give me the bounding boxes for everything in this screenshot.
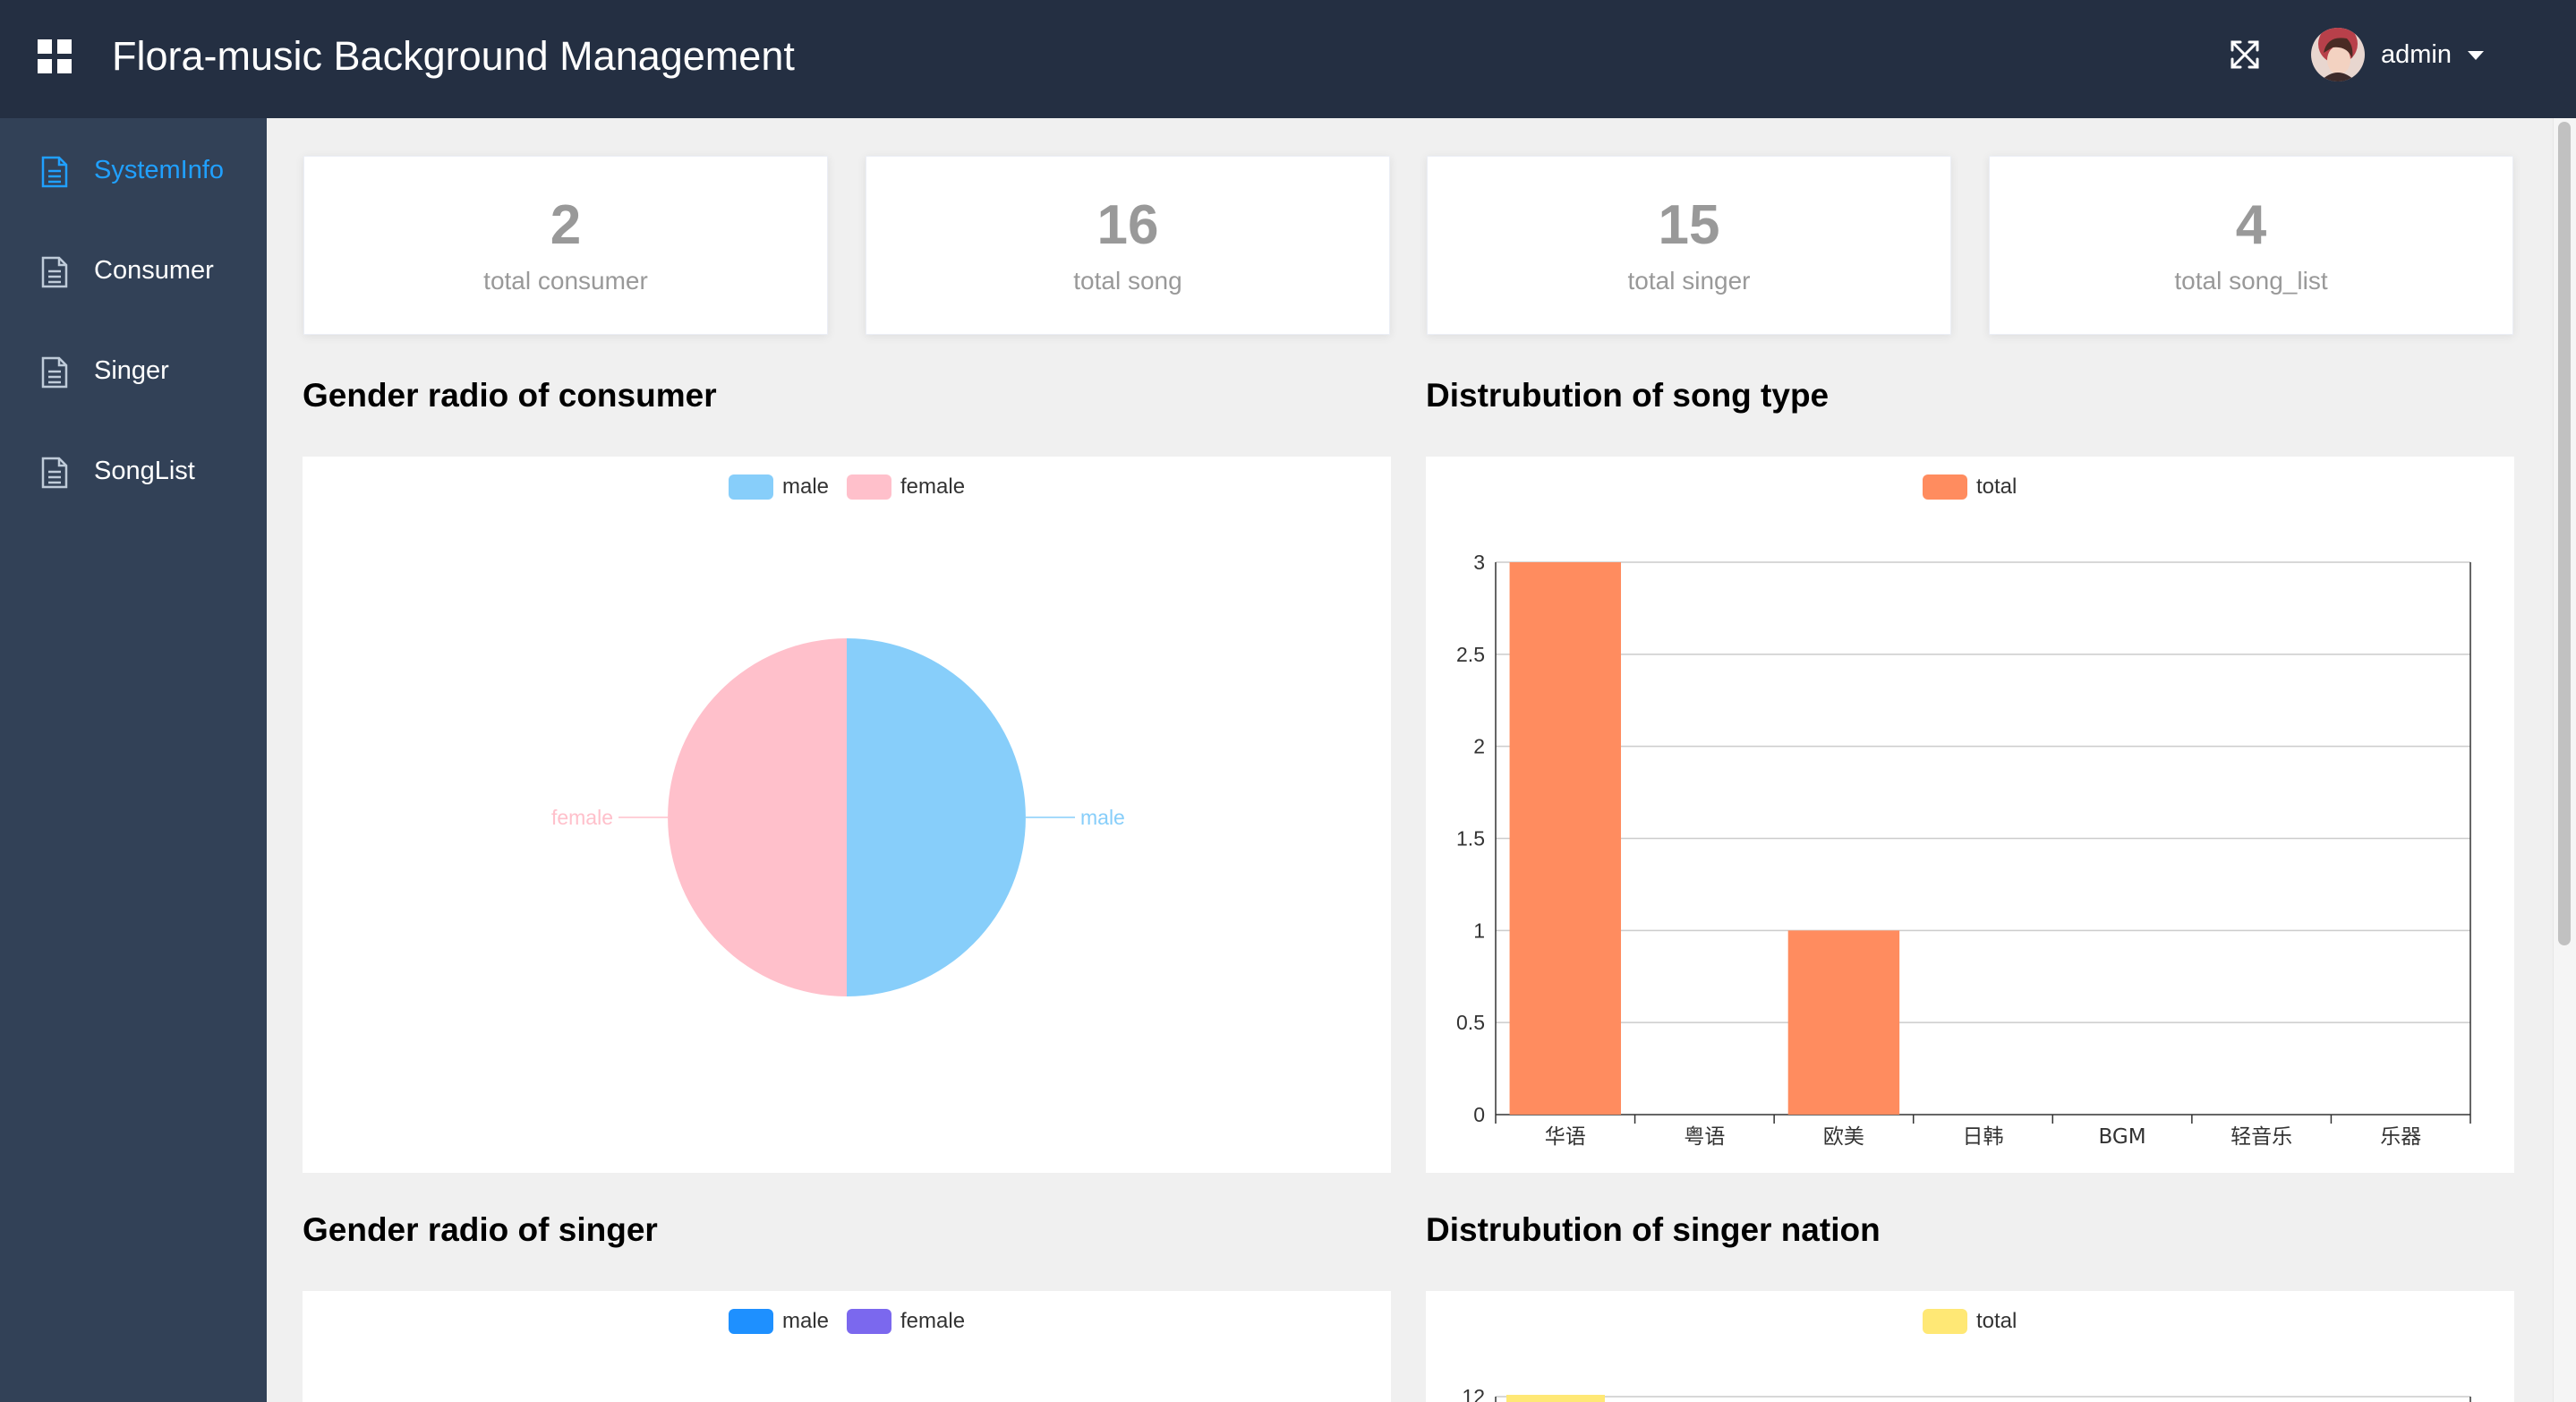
pie-slice-male: [847, 638, 1026, 996]
legend-label: total: [1976, 474, 2017, 499]
sidebar-item-songlist[interactable]: SongList: [0, 419, 267, 519]
document-icon: [41, 356, 68, 389]
x-tick-label: 日韩: [1963, 1125, 2004, 1149]
sidebar-item-label: SongList: [94, 457, 195, 485]
song-type-chart: total 0 0.5 1 1.5 2 2.5 3 华语 粤语 欧美 日韩 BGM 轻音乐 乐器: [1426, 457, 2514, 1173]
x-tick-label: BGM: [2099, 1125, 2146, 1149]
stat-card-song: 16 total song: [866, 156, 1390, 335]
top-header: Flora-music Background Management admin: [0, 0, 2576, 118]
stat-label: total song: [1073, 267, 1182, 295]
legend-swatch: [847, 1309, 891, 1334]
sidebar-item-singer[interactable]: Singer: [0, 319, 267, 419]
stat-card-consumer: 2 total consumer: [303, 156, 828, 335]
y-tick-label: 1: [1473, 919, 1485, 942]
legend-label: female: [900, 1309, 966, 1333]
document-icon: [41, 457, 68, 489]
stat-value: 15: [1658, 194, 1720, 256]
bar-0: [1506, 1395, 1605, 1402]
chevron-down-icon[interactable]: [2468, 51, 2484, 60]
sidebar: SystemInfo Consumer Singer SongList: [0, 118, 267, 1402]
stat-label: total consumer: [483, 267, 648, 295]
sidebar-item-consumer[interactable]: Consumer: [0, 218, 267, 319]
user-name[interactable]: admin: [2381, 40, 2452, 69]
legend-swatch: [729, 1309, 773, 1334]
legend-swatch: [1923, 1309, 1967, 1334]
consumer-gender-chart: male female male female: [303, 457, 1391, 1173]
singer-gender-title: Gender radio of singer: [303, 1211, 658, 1248]
legend-swatch: [729, 474, 773, 500]
x-tick-label: 轻音乐: [2231, 1125, 2292, 1149]
app-title: Flora-music Background Management: [112, 33, 795, 79]
vertical-scrollbar[interactable]: [2553, 118, 2576, 1402]
legend-label: total: [1976, 1309, 2017, 1333]
sidebar-item-label: SystemInfo: [94, 156, 225, 184]
pie-label: male: [1080, 806, 1125, 829]
consumer-gender-title: Gender radio of consumer: [303, 377, 717, 414]
y-tick-label: 0: [1473, 1103, 1485, 1126]
y-tick-label: 2: [1473, 735, 1485, 758]
sidebar-item-label: Singer: [94, 356, 169, 385]
x-tick-label: 粤语: [1684, 1125, 1725, 1149]
bar-2: [1787, 930, 1900, 1115]
singer-gender-chart: male female: [303, 1291, 1391, 1402]
x-tick-label: 华语: [1545, 1125, 1586, 1149]
stat-value: 4: [2235, 194, 2267, 256]
fullscreen-icon[interactable]: [2229, 38, 2261, 71]
bar-chart: 0 0.5 1 1.5 2 2.5 3 华语 粤语 欧美 日韩 BGM 轻音乐 乐器: [1456, 551, 2471, 1149]
sidebar-item-label: Consumer: [94, 256, 214, 285]
y-tick-label: 3: [1473, 551, 1485, 574]
x-tick-label: 欧美: [1823, 1125, 1864, 1149]
document-icon: [41, 256, 68, 288]
stat-card-singer: 15 total singer: [1427, 156, 1951, 335]
song-type-title: Distrubution of song type: [1426, 377, 1830, 414]
pie-chart: male female: [551, 638, 1125, 996]
stat-value: 2: [550, 194, 582, 256]
stat-label: total song_list: [2174, 267, 2328, 295]
y-tick-label: 0.5: [1456, 1011, 1485, 1034]
legend-swatch: [1923, 474, 1967, 500]
y-tick-label: 12: [1462, 1385, 1485, 1402]
legend-label: female: [900, 474, 966, 499]
singer-nation-title: Distrubution of singer nation: [1426, 1211, 1881, 1248]
pie-slice-female: [668, 638, 847, 996]
x-tick-label: 乐器: [2380, 1125, 2421, 1149]
stat-value: 16: [1096, 194, 1159, 256]
sidebar-item-systeminfo[interactable]: SystemInfo: [0, 118, 267, 218]
stat-card-song-list: 4 total song_list: [1989, 156, 2513, 335]
stat-label: total singer: [1627, 267, 1751, 295]
singer-nation-chart: total 12: [1426, 1291, 2514, 1402]
pie-label: female: [551, 806, 613, 829]
avatar[interactable]: [2311, 28, 2365, 81]
scrollbar-thumb[interactable]: [2558, 122, 2571, 945]
legend-label: male: [782, 1309, 830, 1333]
legend-swatch: [847, 474, 891, 500]
legend-label: male: [782, 474, 830, 499]
y-tick-label: 2.5: [1456, 643, 1485, 666]
bar-chart: 12: [1462, 1385, 2471, 1402]
document-icon: [41, 156, 68, 188]
y-tick-label: 1.5: [1456, 827, 1485, 851]
bar-0: [1509, 562, 1622, 1115]
grid-icon[interactable]: [38, 39, 72, 73]
